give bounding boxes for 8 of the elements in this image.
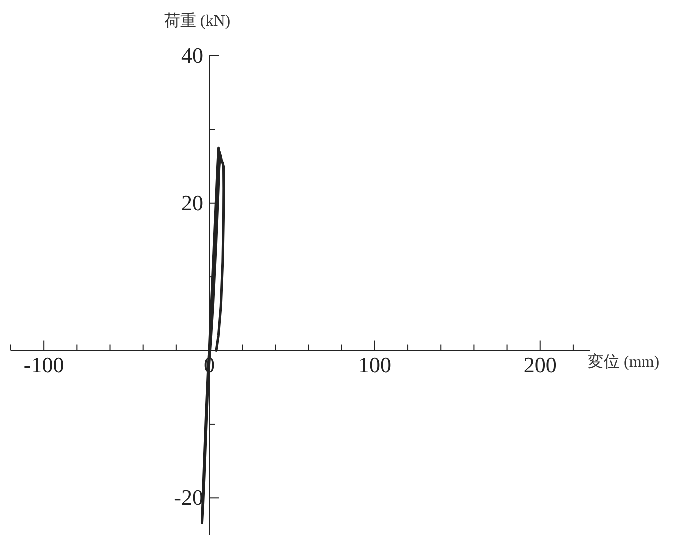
y-tick-label: -20 bbox=[174, 485, 204, 510]
x-axis-title: 変位 (mm) bbox=[588, 352, 660, 371]
y-axis-title: 荷重 (kN) bbox=[164, 12, 231, 30]
x-tick-label: 100 bbox=[358, 352, 392, 378]
y-tick-label: 40 bbox=[182, 43, 204, 68]
y-tick-label: 20 bbox=[182, 190, 204, 216]
x-tick-label: 200 bbox=[524, 352, 557, 378]
x-tick-label: -100 bbox=[24, 352, 64, 378]
